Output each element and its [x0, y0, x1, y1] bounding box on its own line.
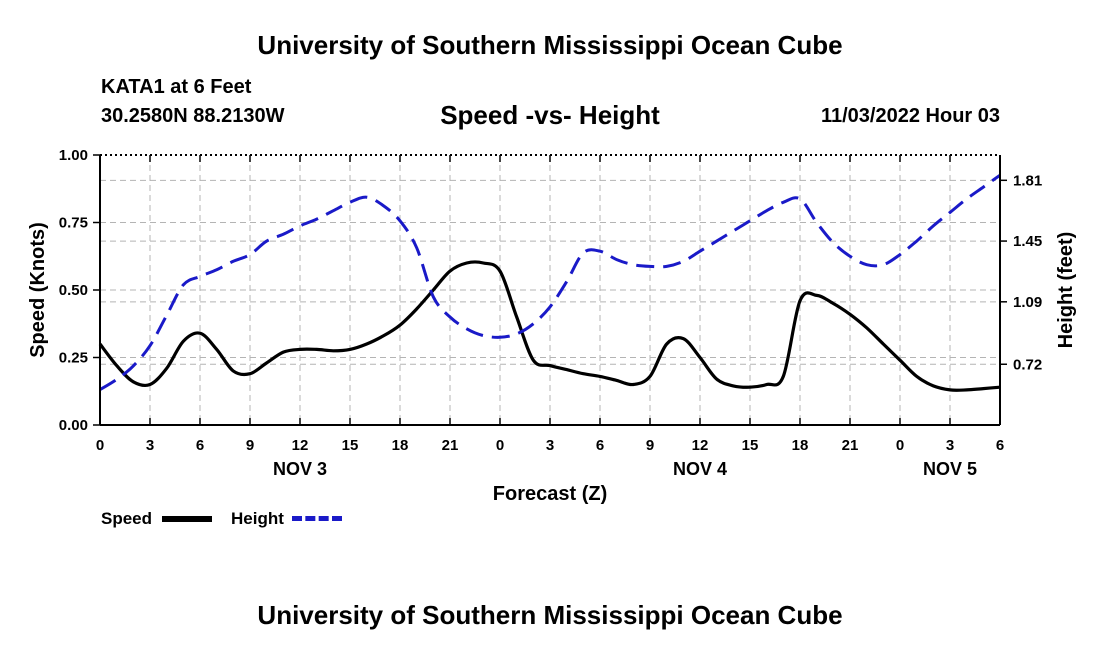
chart-title: University of Southern Mississippi Ocean…: [257, 30, 843, 60]
series-line-height: [99, 174, 1001, 391]
x-tick-label: 18: [392, 437, 409, 454]
series-line-speed: [98, 260, 1001, 392]
left-tick-label: 1.00: [59, 147, 88, 164]
station-label: KATA1 at 6 Feet: [101, 76, 252, 98]
left-axis-label: Speed (Knots): [27, 222, 49, 358]
station-coordinates: 30.2580N 88.2130W: [101, 105, 285, 127]
legend-speed-label: Speed: [101, 509, 153, 528]
day-label: NOV 4: [673, 459, 727, 479]
legend-height-label: Height: [231, 509, 284, 528]
x-tick-label: 21: [442, 437, 459, 454]
right-tick-label: 1.45: [1013, 233, 1042, 250]
day-label: NOV 5: [923, 459, 977, 479]
x-tick-label: 3: [546, 437, 554, 454]
grid-lines: [100, 155, 1000, 425]
left-tick-label: 0.50: [59, 282, 88, 299]
x-tick-label: 0: [896, 437, 904, 454]
left-tick-label: 0.75: [59, 215, 88, 232]
x-tick-label: 9: [646, 437, 654, 454]
x-tick-label: 0: [96, 437, 104, 454]
x-tick-label: 3: [146, 437, 154, 454]
x-tick-label: 6: [996, 437, 1004, 454]
left-tick-label: 0.00: [59, 417, 88, 434]
forecast-datetime: 11/03/2022 Hour 03: [820, 105, 1000, 127]
right-tick-label: 1.09: [1013, 294, 1042, 311]
x-tick-label: 6: [596, 437, 604, 454]
x-tick-label: 21: [842, 437, 859, 454]
legend-speed-swatch: [162, 516, 212, 522]
x-tick-label: 9: [246, 437, 254, 454]
left-tick-label: 0.25: [59, 350, 88, 367]
axes: 0 3 6 9 12 15 18 21 0 3 6 9 12 15 18 21 0 3 6 NOV 3 NOV 4 NOV…: [59, 147, 1042, 479]
right-tick-label: 0.72: [1013, 356, 1042, 373]
x-tick-label: 15: [342, 437, 359, 454]
x-tick-label: 12: [292, 437, 309, 454]
footer-title: University of Southern Mississippi Ocean…: [257, 600, 843, 630]
x-axis-label: Forecast (Z): [493, 483, 607, 505]
x-tick-label: 0: [496, 437, 504, 454]
right-tick-label: 1.81: [1013, 172, 1042, 189]
x-tick-label: 12: [692, 437, 709, 454]
x-tick-label: 15: [742, 437, 759, 454]
speed-height-chart: 0 3 6 9 12 15 18 21 0 3 6 9 12 15 18 21 0 3 6 NOV 3 NOV 4 NOV…: [27, 147, 1077, 505]
day-label: NOV 3: [273, 459, 327, 479]
legend-height-swatch: [292, 516, 342, 521]
series-layer: [98, 174, 1001, 392]
x-tick-label: 6: [196, 437, 204, 454]
x-tick-label: 3: [946, 437, 954, 454]
x-tick-label: 18: [792, 437, 809, 454]
chart-subtitle: Speed -vs- Height: [440, 100, 660, 130]
right-axis-label: Height (feet): [1055, 232, 1077, 349]
